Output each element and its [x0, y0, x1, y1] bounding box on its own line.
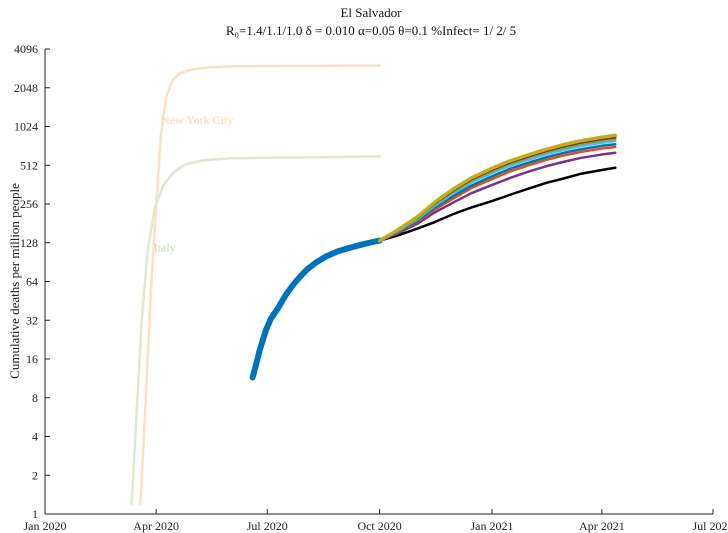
- y-tick-label: 128: [20, 236, 38, 250]
- x-tick-label: Jul 2021: [692, 519, 728, 533]
- y-tick-label: 32: [26, 313, 38, 327]
- x-tick-label: Jan 2020: [24, 519, 67, 533]
- x-tick-label: Apr 2020: [133, 519, 179, 533]
- annotation-layer: New York City Italy: [154, 113, 234, 254]
- series-line-1: [130, 155, 381, 506]
- annotation-label-0: New York City: [161, 113, 233, 127]
- y-tick-label: 512: [20, 158, 38, 172]
- y-tick-label: 64: [26, 275, 38, 289]
- y-axis-label: Cumulative deaths per million people: [7, 183, 22, 379]
- x-tick-label: Jul 2020: [247, 519, 288, 533]
- axes-layer: 1 2 4 8 16 32 64 128 256 512 1024 2048 4096 Jan 2020 A…: [14, 42, 728, 533]
- series-line-3: [378, 166, 617, 242]
- y-tick-label: 2048: [14, 81, 38, 95]
- x-tick-label: Oct 2020: [357, 519, 401, 533]
- chart-subtitle: R₀=1.4/1.1/1.0 δ = 0.010 α=0.05 θ=0.1 %I…: [226, 23, 516, 38]
- x-tick-label: Apr 2021: [579, 519, 625, 533]
- y-tick-label: 4096: [14, 42, 38, 56]
- series-line-0: [139, 64, 381, 506]
- y-tick-label: 1024: [14, 120, 38, 134]
- series-line-5: [378, 145, 617, 242]
- y-tick-label: 256: [20, 197, 38, 211]
- series-line-4: [378, 151, 617, 242]
- y-tick-label: 2: [32, 468, 38, 482]
- y-tick-label: 4: [32, 430, 38, 444]
- annotation-label-1: Italy: [154, 240, 176, 254]
- y-tick-label: 1: [32, 507, 38, 521]
- series-layer: [130, 64, 618, 506]
- series-line-10: [377, 133, 618, 243]
- y-tick-label: 8: [32, 391, 38, 405]
- series-line-2: [249, 237, 383, 381]
- x-tick-label: Jan 2021: [470, 519, 513, 533]
- y-tick-label: 16: [26, 352, 38, 366]
- chart-title: El Salvador: [340, 5, 402, 20]
